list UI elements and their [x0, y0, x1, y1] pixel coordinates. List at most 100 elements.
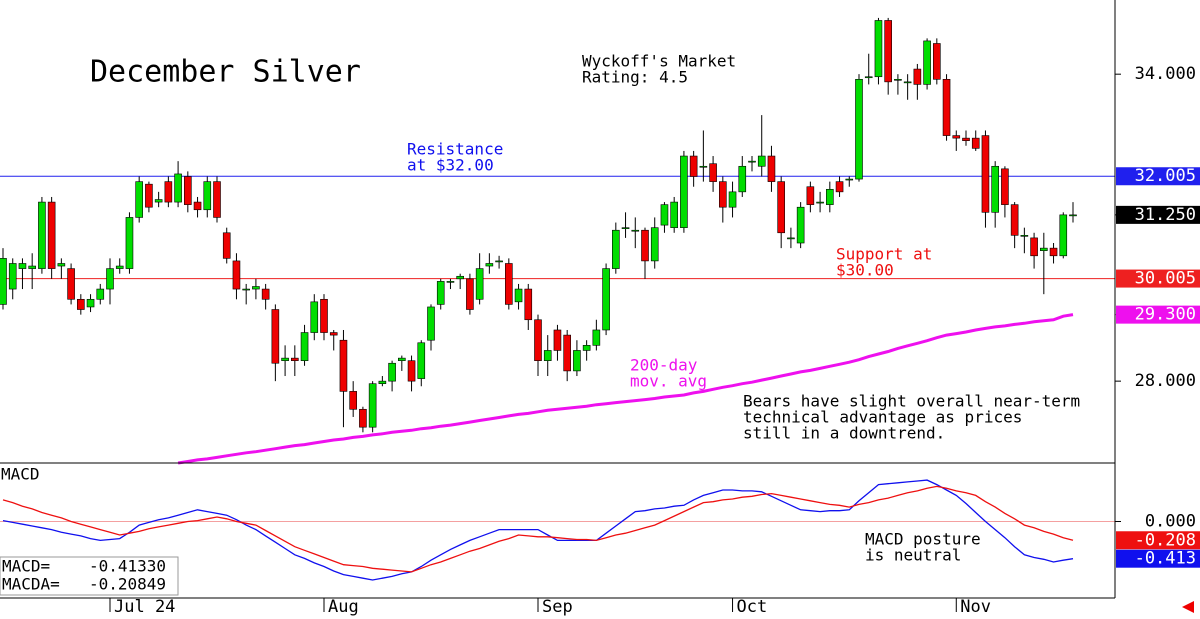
candle-body: [193, 201, 202, 211]
marker-box: [1116, 205, 1200, 224]
candle-body: [991, 165, 999, 213]
candle-body: [641, 229, 649, 262]
annotation: 200-day: [630, 356, 698, 375]
candle-body: [417, 342, 426, 379]
macd-line: [2, 485, 1074, 573]
candle-body: [203, 181, 212, 211]
candle-body: [514, 288, 523, 303]
x-tick-label: Jul 24: [114, 597, 175, 617]
candle-body: [806, 186, 815, 205]
candle-body: [359, 408, 367, 428]
candle-body: [1001, 168, 1009, 205]
candle-body: [184, 176, 192, 205]
annotation: mov. avg: [630, 372, 707, 391]
candle-body: [368, 383, 377, 428]
candle-body: [699, 165, 708, 168]
x-tick-label: Nov: [960, 597, 991, 617]
candle-body: [252, 286, 260, 290]
candle-body: [612, 229, 620, 269]
candle-body: [864, 76, 873, 79]
candle-body: [291, 357, 299, 361]
candle-body: [816, 201, 824, 204]
candle-body: [1040, 247, 1048, 251]
candle-body: [1059, 214, 1068, 257]
candle-body: [310, 301, 319, 333]
candle-body: [38, 201, 46, 269]
annotation: still in a downtrend.: [743, 424, 945, 443]
annotation: technical advantage as prices: [743, 408, 1022, 427]
candle-body: [650, 227, 659, 262]
candle-body: [398, 357, 406, 361]
candle-body: [320, 298, 328, 333]
candle-body: [475, 268, 484, 300]
candle-body: [115, 265, 124, 269]
candle-body: [660, 204, 669, 226]
candle-body: [86, 298, 95, 308]
candle-body: [903, 81, 912, 84]
end-box: [1116, 531, 1200, 550]
candle-body: [96, 288, 105, 300]
candle-body: [505, 263, 513, 305]
candle-body: [388, 362, 396, 382]
plot-area: 32.005 30.005 31.250 29.300 28.000 34.000 0.00…: [0, 17, 1200, 617]
level-box: [1116, 269, 1200, 288]
candle-body: [485, 263, 494, 267]
candle-body: [981, 135, 990, 213]
candle-body: [300, 332, 309, 361]
readout-value: -0.41330: [89, 557, 166, 576]
level-label: 32.005: [1135, 166, 1196, 186]
candle-body: [242, 288, 250, 291]
candle-body: [349, 391, 357, 410]
candle-body: [106, 268, 114, 290]
candle-body: [787, 237, 795, 240]
candle-body: [835, 181, 844, 193]
readout-box: [0, 556, 179, 596]
level-box: [1116, 167, 1200, 186]
candle-body: [524, 288, 533, 321]
candle-body: [543, 350, 552, 361]
candle-body: [971, 137, 980, 149]
candle-body: [145, 183, 153, 208]
candle-body: [728, 191, 737, 208]
x-tick-label: Sep: [542, 597, 573, 617]
candle-body: [923, 40, 931, 85]
x-tick-label: Oct: [737, 597, 768, 617]
candle-body: [884, 20, 892, 83]
candle-body: [592, 329, 601, 346]
candle-body: [621, 227, 630, 229]
candle-body: [670, 201, 678, 228]
candle-body: [874, 20, 883, 78]
candle-body: [913, 68, 922, 85]
y-tick-label: 34.000: [1135, 64, 1196, 84]
candle-body: [329, 332, 338, 336]
candle-body: [232, 260, 241, 290]
candle-body: [28, 265, 36, 269]
candle-body: [339, 339, 348, 392]
candle-body: [466, 278, 474, 310]
candle-body: [67, 268, 75, 300]
candle-body: [1030, 237, 1038, 257]
candle-body: [767, 155, 776, 182]
candle-body: [57, 263, 66, 267]
candle-body: [631, 229, 640, 232]
annotation: MACD posture: [865, 530, 981, 549]
candle-body: [18, 263, 27, 269]
candle-body: [0, 258, 7, 305]
x-tick-label: Aug: [328, 597, 359, 617]
candle-body: [582, 345, 591, 351]
candle-body: [796, 206, 805, 244]
annotation: at $32.00: [407, 156, 494, 175]
candle-body: [748, 160, 756, 163]
annotation: Wyckoff's Market: [582, 52, 736, 71]
candle-body: [1049, 247, 1058, 257]
candle-body: [962, 137, 970, 141]
candle-body: [281, 357, 289, 361]
candle-body: [709, 163, 717, 182]
readout-name: MACDA=: [2, 575, 60, 594]
panel-title: MACD: [1, 465, 40, 484]
candle-body: [894, 78, 902, 81]
marker-label: 31.250: [1135, 205, 1196, 225]
candle-body: [135, 181, 143, 218]
candle-body: [427, 306, 435, 341]
annotation: Resistance: [407, 140, 503, 159]
